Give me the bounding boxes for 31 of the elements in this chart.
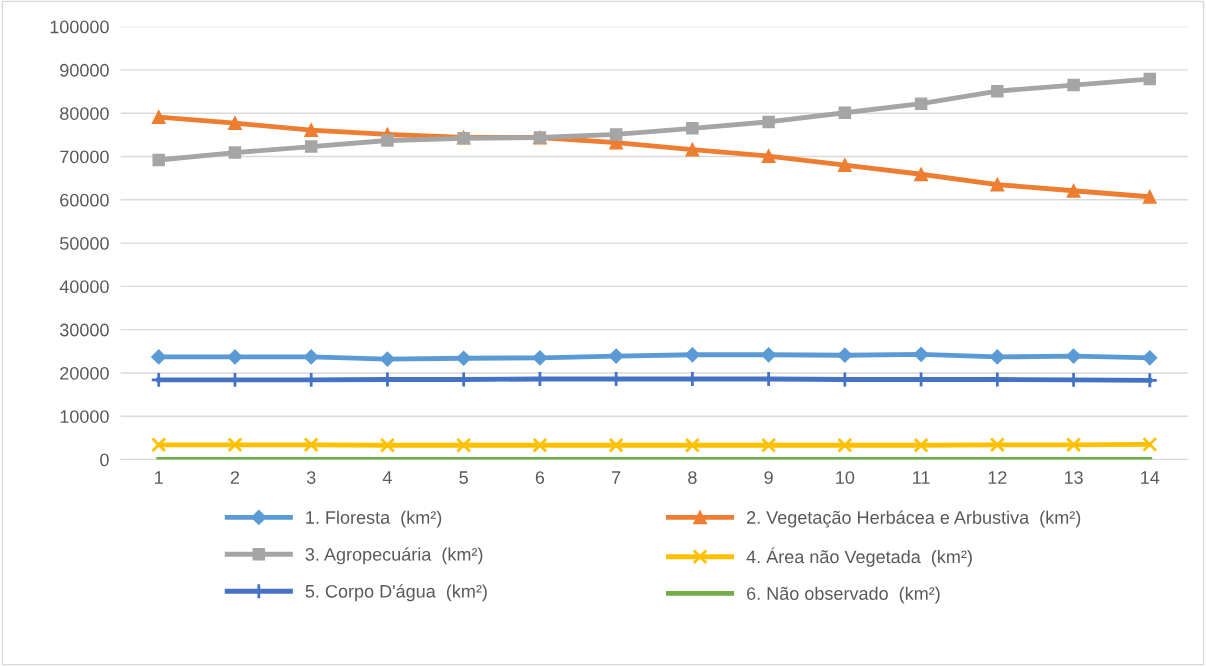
legend-label: 6. Não observado (km²)	[747, 586, 940, 604]
y-tick-label: 30000	[59, 323, 109, 337]
y-tick-label: 20000	[60, 366, 109, 380]
x-tick-label: 14	[1141, 471, 1160, 484]
x-tick-label: 4	[382, 471, 392, 484]
y-tick-label: 80000	[60, 107, 109, 120]
y-tick-label: 100000	[50, 20, 109, 34]
legend-label: 5. Corpo D'água (km²)	[305, 584, 487, 602]
y-tick-label: 60000	[60, 193, 109, 207]
x-tick-label: 13	[1064, 471, 1083, 484]
x-tick-label: 11	[913, 471, 930, 484]
x-tick-label: 12	[988, 471, 1007, 484]
x-tick-label: 8	[688, 471, 697, 484]
y-tick-label: 90000	[60, 63, 109, 77]
y-tick-label: 0	[100, 453, 109, 467]
x-tick-label: 9	[764, 471, 773, 484]
legend-label: 1. Floresta (km²)	[306, 510, 442, 528]
x-tick-label: 10	[836, 471, 855, 484]
x-tick-label: 3	[306, 471, 316, 484]
y-tick-label: 50000	[60, 237, 109, 250]
legend-label: 2. Vegetação Herbácea e Arbustiva (km²)	[747, 510, 1081, 528]
x-tick-label: 6	[535, 471, 545, 484]
y-tick-label: 10000	[60, 410, 109, 423]
y-tick-label: 70000	[60, 150, 109, 164]
y-tick-label: 40000	[59, 280, 109, 294]
x-tick-label: 7	[612, 471, 621, 484]
x-tick-label: 2	[230, 471, 240, 484]
x-tick-label: 1	[155, 471, 163, 484]
x-tick-label: 5	[459, 471, 468, 484]
legend-label: 3. Agropecuária (km²)	[305, 547, 483, 565]
legend-label: 4. Área não Vegetada (km²)	[746, 547, 972, 567]
